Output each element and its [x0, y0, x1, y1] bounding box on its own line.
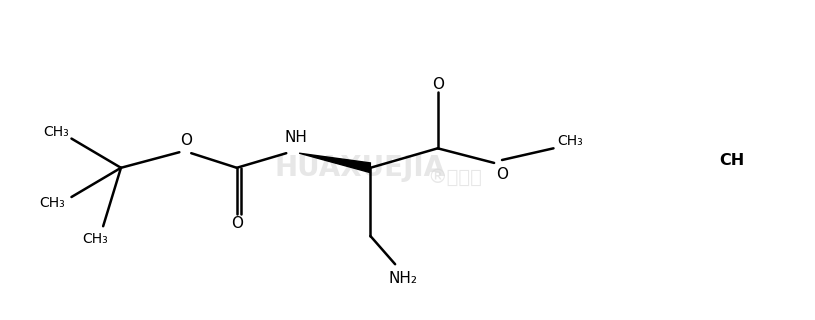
Text: O: O: [496, 167, 508, 182]
Text: CH₃: CH₃: [82, 232, 108, 246]
Text: ®化学加: ®化学加: [427, 168, 482, 187]
Text: CH₃: CH₃: [39, 196, 64, 210]
Text: NH: NH: [284, 130, 307, 145]
Text: CH₃: CH₃: [42, 125, 68, 139]
Text: CH: CH: [719, 153, 744, 167]
Text: O: O: [432, 76, 443, 92]
Text: O: O: [231, 216, 243, 231]
Text: O: O: [180, 133, 192, 148]
Text: CH₃: CH₃: [557, 133, 584, 148]
Polygon shape: [299, 153, 370, 173]
Text: NH₂: NH₂: [389, 271, 417, 286]
Text: HUAXUEJIA: HUAXUEJIA: [275, 154, 446, 182]
